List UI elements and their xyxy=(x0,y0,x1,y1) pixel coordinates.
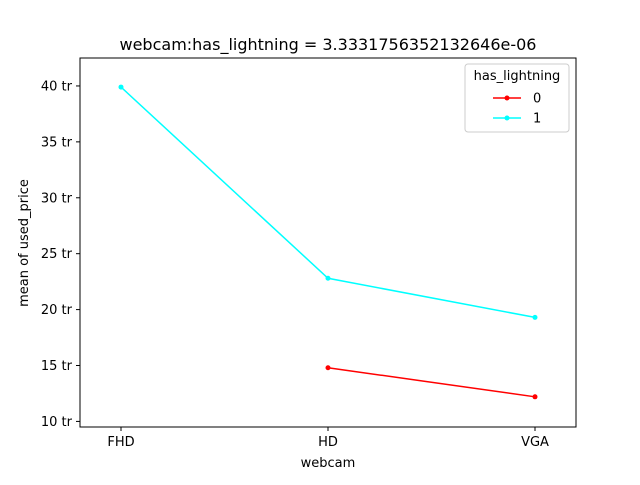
data-point xyxy=(325,365,331,371)
axes-layer: FHD HD VGA 10 tr 15 tr 20 tr 25 tr 30 tr 35 tr 40… xyxy=(41,57,577,450)
y-tick-label: 15 tr xyxy=(41,359,73,374)
legend-marker xyxy=(504,95,510,101)
x-tick-label: VGA xyxy=(521,435,549,450)
legend-entries: 01 xyxy=(493,92,541,127)
legend: has_lightning 01 xyxy=(464,63,570,133)
data-point xyxy=(532,394,538,400)
y-tick-label: 40 tr xyxy=(41,79,73,94)
legend-label: 1 xyxy=(533,112,541,127)
series-line-0 xyxy=(327,366,536,398)
x-tick-label: FHD xyxy=(107,435,134,450)
plot-area: FHD HD VGA 10 tr 15 tr 20 tr 25 tr 30 tr 35 tr 40… xyxy=(41,57,577,450)
series-1 xyxy=(118,84,538,320)
y-axis-label: mean of used_price xyxy=(17,179,32,307)
y-tick-label: 25 tr xyxy=(41,247,73,262)
legend-label: 0 xyxy=(533,92,541,107)
y-tick-label: 30 tr xyxy=(41,191,73,206)
legend-entry-1: 1 xyxy=(493,112,541,127)
y-tick-label: 20 tr xyxy=(41,303,73,318)
series-layer xyxy=(118,84,538,400)
legend-marker xyxy=(504,115,510,121)
y-tick-label: 35 tr xyxy=(41,135,73,150)
data-point xyxy=(118,84,124,90)
data-point xyxy=(325,275,331,281)
legend-entry-0: 0 xyxy=(493,92,541,107)
chart-title: webcam:has_lightning = 3.333175635213264… xyxy=(120,35,537,55)
data-point xyxy=(532,314,538,320)
x-axis-label: webcam xyxy=(301,456,356,471)
x-tick-label: HD xyxy=(318,435,338,450)
series-0 xyxy=(325,365,538,400)
y-tick-label: 10 tr xyxy=(41,415,73,430)
legend-title: has_lightning xyxy=(474,69,561,84)
